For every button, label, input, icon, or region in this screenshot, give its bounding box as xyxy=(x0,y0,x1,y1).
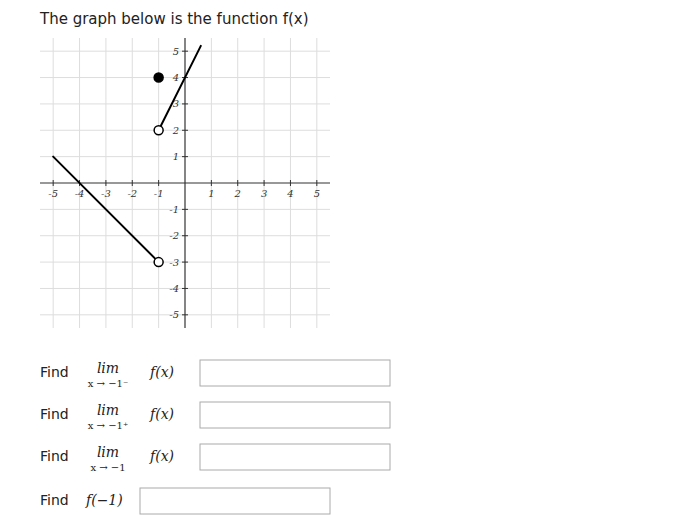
lines xyxy=(53,46,201,262)
grid-line xyxy=(40,103,330,104)
x-tick-label: -4 xyxy=(75,188,85,199)
limit-word: lim xyxy=(97,402,119,418)
grid-line xyxy=(132,38,133,328)
open-point xyxy=(154,126,163,135)
y-tick xyxy=(182,262,188,263)
answer-box[interactable] xyxy=(200,360,390,386)
y-tick xyxy=(182,51,188,52)
y-tick xyxy=(182,130,188,131)
limit-subscript: x → −1⁺ xyxy=(88,420,128,431)
grid xyxy=(40,38,330,328)
grid-line xyxy=(211,38,212,328)
chart: The graph below is the function f(x) -5 -4… xyxy=(0,0,695,526)
y-tick-label: -1 xyxy=(169,204,179,215)
grid-line xyxy=(40,130,330,131)
line-segment xyxy=(53,157,158,262)
grid-line xyxy=(40,288,330,289)
x-tick xyxy=(158,180,159,186)
y-tick xyxy=(182,156,188,157)
question-text: Find xyxy=(40,492,69,508)
y-tick-label: 5 xyxy=(173,46,179,57)
x-tick-label: -3 xyxy=(101,188,111,199)
y-tick-label: -5 xyxy=(169,309,179,320)
filled-point xyxy=(154,73,163,82)
y-tick xyxy=(182,103,188,104)
y-tick-label: 2 xyxy=(172,125,179,136)
grid-line xyxy=(40,314,330,315)
x-tick-label: 1 xyxy=(208,188,214,199)
answer-box[interactable] xyxy=(140,488,330,514)
grid-line xyxy=(316,38,317,328)
limit-subscript: x → −1⁻ xyxy=(88,378,128,389)
grid-line xyxy=(264,38,265,328)
y-tick xyxy=(182,314,188,315)
y-tick xyxy=(182,235,188,236)
y-tick-label: -2 xyxy=(169,230,179,241)
questions: Find lim x → −1⁻ f(x) Find lim x → −1⁺ f(x) Find… xyxy=(40,360,390,514)
plot-data xyxy=(53,46,201,267)
y-tick-label: -3 xyxy=(169,257,179,268)
x-tick-label: 4 xyxy=(286,188,293,199)
grid-line xyxy=(105,38,106,328)
x-tick xyxy=(290,180,291,186)
x-tick xyxy=(237,180,238,186)
answer-box[interactable] xyxy=(200,402,390,428)
y-axis xyxy=(184,38,185,328)
open-point xyxy=(154,258,163,267)
y-tick-label: 1 xyxy=(173,151,179,162)
grid-line xyxy=(40,51,330,52)
y-tick-label: 4 xyxy=(172,72,179,83)
grid-line xyxy=(40,156,330,157)
x-tick-label: -5 xyxy=(48,188,58,199)
x-tick-label: -2 xyxy=(127,188,137,199)
axes: -5-4-3-2-112345-5-4-3-2-112345 xyxy=(40,38,330,328)
x-tick xyxy=(316,180,317,186)
x-tick xyxy=(53,180,54,186)
title: The graph below is the function f(x) xyxy=(39,10,309,28)
x-tick-label: 2 xyxy=(234,188,241,199)
question-text: Find xyxy=(40,364,69,380)
grid-line xyxy=(290,38,291,328)
grid-line xyxy=(53,38,54,328)
x-tick-label: 5 xyxy=(314,188,320,199)
x-tick xyxy=(211,180,212,186)
limit-word: lim xyxy=(97,444,119,460)
x-tick xyxy=(132,180,133,186)
question-text: Find xyxy=(40,406,69,422)
question-text: Find xyxy=(40,448,69,464)
x-tick xyxy=(105,180,106,186)
grid-line xyxy=(40,209,330,210)
answer-box[interactable] xyxy=(200,444,390,470)
grid-line xyxy=(40,235,330,236)
function-text: f(x) xyxy=(149,364,174,380)
x-tick-label: 3 xyxy=(261,188,267,199)
grid-line xyxy=(40,262,330,263)
points xyxy=(154,73,163,267)
line-segment xyxy=(159,46,201,130)
y-tick-label: -4 xyxy=(169,283,179,294)
y-tick xyxy=(182,288,188,289)
function-text: f(x) xyxy=(149,448,174,464)
y-tick xyxy=(182,209,188,210)
function-text: f(−1) xyxy=(85,492,123,508)
grid-line xyxy=(237,38,238,328)
x-tick xyxy=(264,180,265,186)
function-text: f(x) xyxy=(149,406,174,422)
x-tick-label: -1 xyxy=(154,188,164,199)
limit-subscript: x → −1 xyxy=(90,462,125,473)
limit-word: lim xyxy=(97,360,119,376)
